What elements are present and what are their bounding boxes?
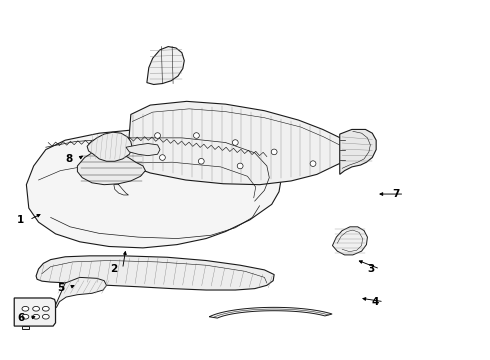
Text: 3: 3 — [368, 264, 375, 274]
Polygon shape — [332, 227, 368, 255]
Polygon shape — [14, 298, 55, 326]
Circle shape — [159, 155, 165, 160]
Ellipse shape — [33, 314, 40, 319]
Polygon shape — [23, 326, 29, 329]
Circle shape — [237, 163, 243, 169]
Text: 5: 5 — [57, 283, 64, 293]
Polygon shape — [26, 130, 281, 248]
Circle shape — [155, 133, 160, 138]
Text: 8: 8 — [66, 154, 73, 164]
Text: 7: 7 — [392, 189, 399, 199]
Polygon shape — [209, 307, 332, 318]
Polygon shape — [54, 278, 106, 307]
Polygon shape — [147, 46, 184, 85]
Circle shape — [271, 149, 277, 155]
Polygon shape — [87, 132, 132, 161]
Polygon shape — [36, 256, 274, 290]
Ellipse shape — [22, 306, 29, 311]
Text: 6: 6 — [17, 313, 24, 323]
Ellipse shape — [22, 314, 29, 319]
Polygon shape — [77, 151, 146, 185]
Ellipse shape — [33, 306, 40, 311]
Text: 2: 2 — [110, 264, 118, 274]
Ellipse shape — [43, 306, 49, 311]
Text: 1: 1 — [17, 215, 24, 225]
Polygon shape — [340, 130, 376, 174]
Circle shape — [198, 158, 204, 164]
Circle shape — [310, 161, 316, 166]
Text: 4: 4 — [371, 297, 379, 307]
Ellipse shape — [43, 314, 49, 319]
Polygon shape — [124, 102, 352, 185]
Polygon shape — [126, 144, 160, 156]
Circle shape — [194, 133, 199, 138]
Circle shape — [232, 140, 238, 145]
